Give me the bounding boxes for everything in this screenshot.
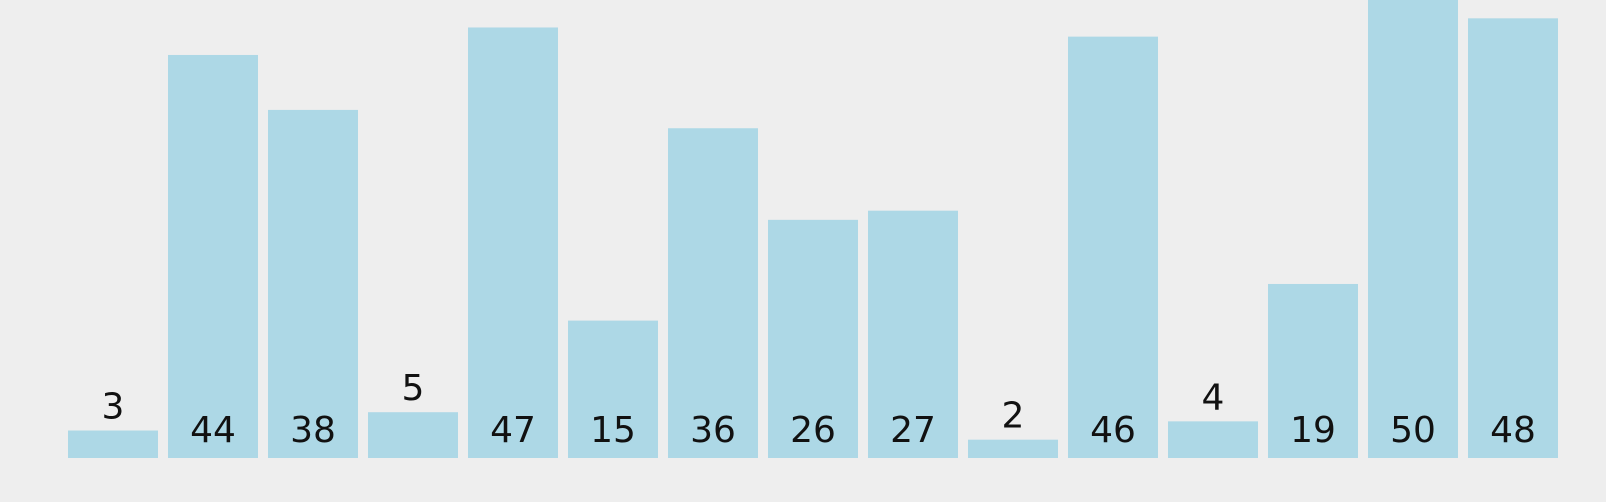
bar-value-label: 27 (890, 410, 936, 451)
bar-value-label: 48 (1490, 410, 1536, 451)
bar-value-label: 15 (590, 410, 636, 451)
bar (568, 320, 658, 458)
bar (1068, 36, 1158, 458)
bar (368, 412, 458, 458)
bar (1368, 0, 1458, 458)
labels-group: 3 44 38 5 47 15 36 26 27 2 46 4 19 50 48 (102, 368, 1536, 451)
bar (1168, 421, 1258, 458)
bar-value-label: 38 (290, 410, 336, 451)
bar (768, 219, 858, 458)
bar (668, 128, 758, 459)
bar (168, 54, 258, 459)
bar (868, 210, 958, 458)
bar-value-label: 5 (402, 368, 425, 409)
bar (268, 109, 358, 459)
bar-value-label: 36 (690, 410, 736, 451)
bar-value-label: 19 (1290, 410, 1336, 451)
bar (1268, 283, 1358, 458)
bar-value-label: 4 (1202, 377, 1225, 418)
bar-value-label: 50 (1390, 410, 1436, 451)
bar (968, 439, 1058, 458)
bar-value-label: 44 (190, 410, 236, 451)
bar-value-label: 2 (1002, 396, 1025, 437)
bar-value-label: 3 (102, 387, 125, 428)
bar-value-label: 47 (490, 410, 536, 451)
bar (1468, 18, 1558, 458)
bar-value-label: 26 (790, 410, 836, 451)
bar (68, 430, 158, 458)
bar (468, 27, 558, 458)
bars-group (68, 0, 1558, 459)
bar-value-label: 46 (1090, 410, 1136, 451)
